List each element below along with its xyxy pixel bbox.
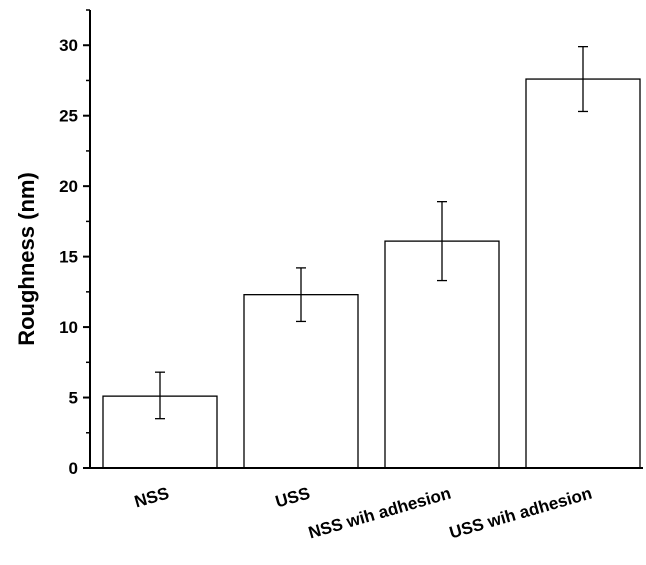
y-tick-label: 30: [59, 36, 78, 55]
y-tick-label: 15: [59, 248, 78, 267]
y-axis-ticks: 0 5 10 15 20 25 30: [59, 9, 90, 478]
y-tick-label: 20: [59, 177, 78, 196]
y-tick-label: 25: [59, 107, 78, 126]
y-tick-label: 10: [59, 318, 78, 337]
x-category-label: USS: [273, 484, 312, 512]
y-axis-title: Roughness (nm): [14, 172, 39, 346]
bars: [102, 78, 641, 469]
x-category-label: NSS wih adhesion: [306, 484, 453, 543]
x-category-label: NSS: [132, 484, 171, 512]
y-tick-label: 5: [69, 389, 78, 408]
x-category-label: USS wih adhesion: [447, 484, 594, 543]
bar: [525, 78, 641, 469]
error-bars: [155, 45, 588, 420]
y-tick-label: 0: [69, 459, 78, 478]
bar: [243, 294, 359, 469]
